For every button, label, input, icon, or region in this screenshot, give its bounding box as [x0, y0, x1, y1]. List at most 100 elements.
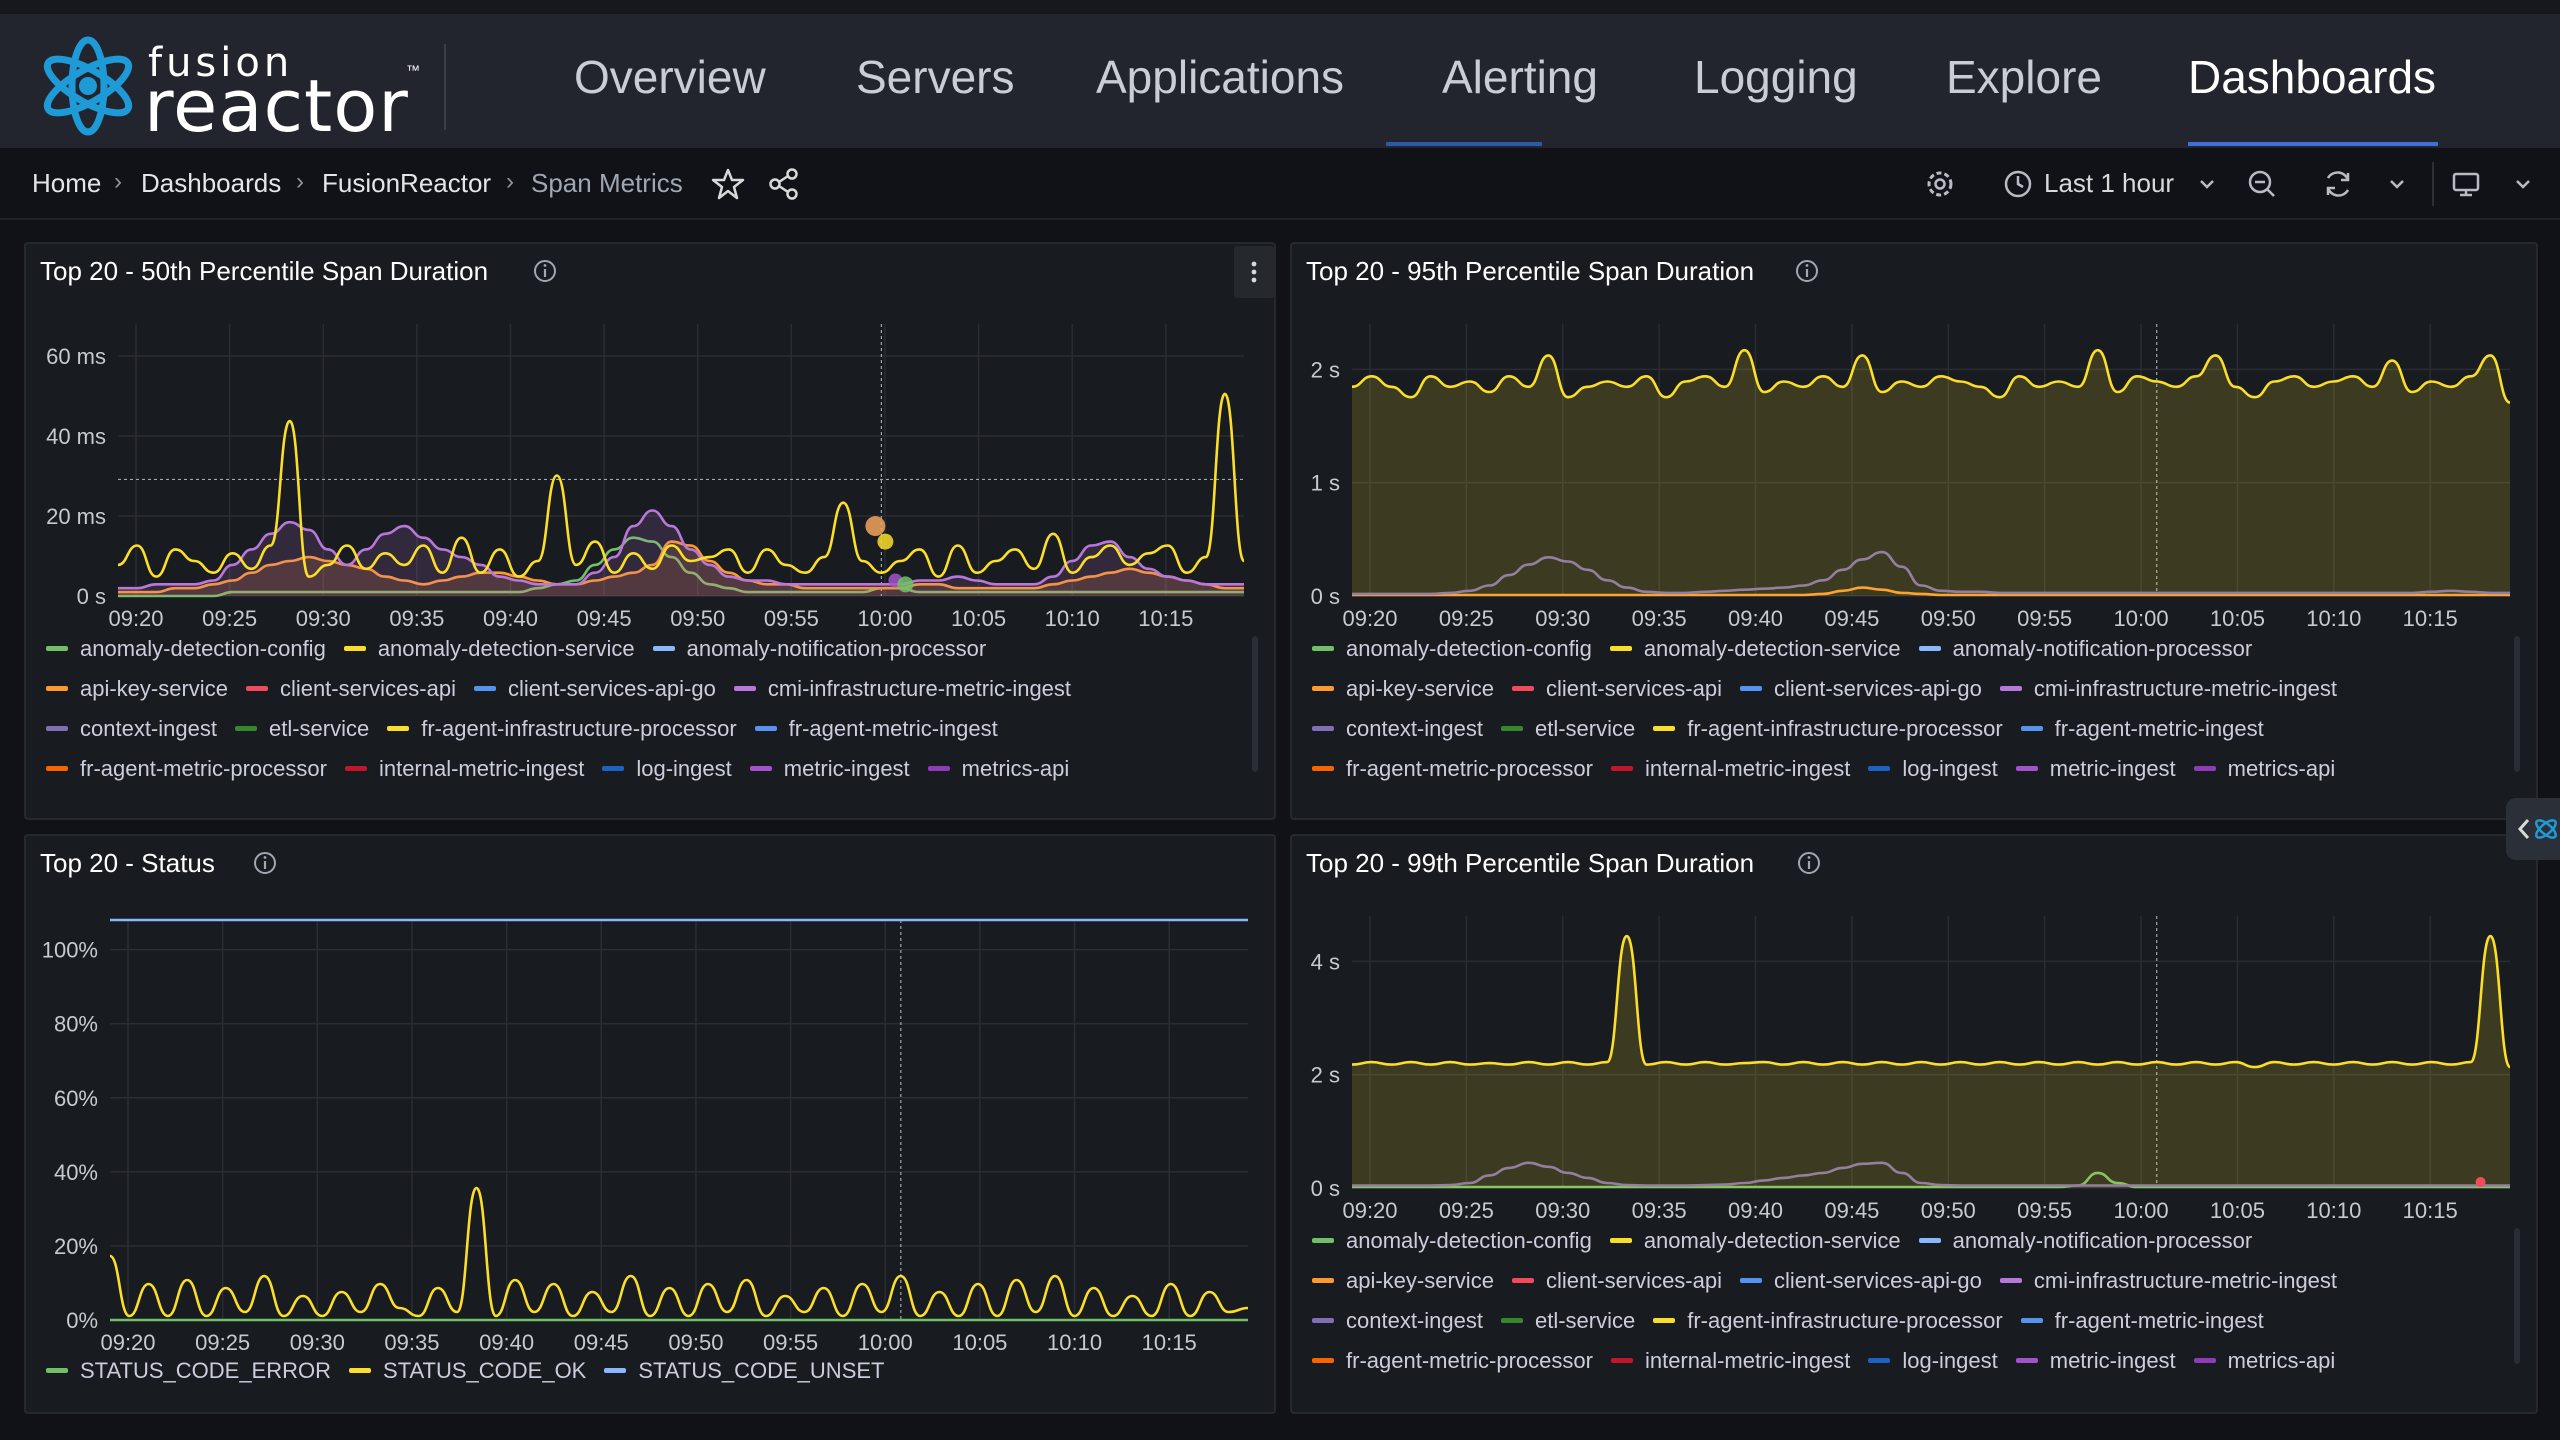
legend-item[interactable]: etl-service — [234, 716, 369, 742]
legend-item[interactable]: anomaly-notification-processor — [652, 636, 986, 662]
legend-item[interactable]: internal-metric-ingest — [1610, 1348, 1850, 1374]
legend-row: fr-agent-metric-processor internal-metric… — [46, 756, 1089, 796]
fusionreactor-logo[interactable]: fusion reactor ™ — [36, 22, 436, 148]
legend-swatch — [234, 725, 257, 731]
legend-item[interactable]: api-key-service — [1312, 1268, 1494, 1294]
legend-item[interactable]: fr-agent-metric-ingest — [2020, 1308, 2264, 1334]
legend-item[interactable]: fr-agent-metric-processor — [1312, 1348, 1593, 1374]
view-mode-chevron-icon[interactable] — [2508, 164, 2538, 204]
assistant-side-tab[interactable] — [2506, 798, 2560, 860]
chart-plot[interactable]: 09:20 09:25 09:30 09:35 09:40 09:45 09:50 09:55… — [1292, 836, 2540, 1236]
legend-item[interactable]: fr-agent-infrastructure-processor — [1653, 1308, 2003, 1334]
info-icon[interactable] — [1796, 850, 1822, 876]
info-icon[interactable] — [532, 258, 558, 284]
x-tick-label: 09:35 — [384, 1330, 439, 1355]
info-icon[interactable] — [1794, 258, 1820, 284]
breadcrumb-home[interactable]: Home — [32, 168, 102, 198]
legend-item[interactable]: metric-ingest — [2015, 1348, 2176, 1374]
zoom-out-icon[interactable] — [2242, 164, 2282, 204]
x-tick-label: 10:00 — [2114, 1198, 2169, 1223]
legend-item[interactable]: client-services-api — [1511, 1268, 1722, 1294]
legend-scrollbar[interactable] — [2514, 636, 2520, 772]
time-range-picker[interactable]: Last 1 hour — [1996, 148, 2222, 220]
chart-plot[interactable]: 09:20 09:25 09:30 09:35 09:40 09:45 09:50 09:55… — [26, 836, 1278, 1372]
legend-item[interactable]: api-key-service — [46, 676, 228, 702]
breadcrumb-fusionreactor[interactable]: FusionReactor — [322, 168, 492, 198]
legend-item[interactable]: client-services-api — [245, 676, 456, 702]
nav-applications[interactable]: Applications — [1096, 51, 1345, 103]
legend-item[interactable]: internal-metric-ingest — [1610, 756, 1850, 782]
legend-item[interactable]: api-key-service — [1312, 676, 1494, 702]
legend-item[interactable]: anomaly-notification-processor — [1918, 636, 2252, 662]
nav-hover-underline — [1386, 142, 1542, 146]
legend-swatch — [1500, 1317, 1523, 1323]
nav-active-underline — [2188, 142, 2438, 146]
legend-item[interactable]: log-ingest — [1868, 756, 1998, 782]
share-icon[interactable] — [764, 164, 804, 204]
legend-item[interactable]: log-ingest — [1868, 1348, 1998, 1374]
legend-item[interactable]: fr-agent-metric-processor — [1312, 756, 1593, 782]
legend-item[interactable]: client-services-api-go — [1740, 1268, 1982, 1294]
legend-swatch — [1610, 765, 1633, 771]
legend-item[interactable]: log-ingest — [602, 756, 732, 782]
info-icon[interactable] — [252, 850, 278, 876]
nav-logging[interactable]: Logging — [1694, 51, 1858, 103]
legend-item[interactable]: STATUS_CODE_ERROR — [46, 1358, 331, 1384]
legend-item[interactable]: anomaly-notification-processor — [1918, 1228, 2252, 1254]
legend-item[interactable]: anomaly-detection-config — [46, 636, 326, 662]
legend-item[interactable]: etl-service — [1500, 1308, 1635, 1334]
nav-overview[interactable]: Overview — [574, 51, 766, 103]
legend-item[interactable]: metrics-api — [2193, 1348, 2335, 1374]
legend-item[interactable]: etl-service — [1500, 716, 1635, 742]
chart-plot[interactable]: 09:20 09:25 09:30 09:35 09:40 09:45 09:50 09:55… — [26, 244, 1278, 644]
legend-item[interactable]: anomaly-detection-service — [1609, 636, 1901, 662]
legend-item[interactable]: metric-ingest — [749, 756, 910, 782]
legend-scrollbar[interactable] — [2514, 1228, 2520, 1364]
legend-row: anomaly-detection-config anomaly-detectio… — [1312, 636, 2355, 676]
gear-icon[interactable] — [1920, 164, 1960, 204]
legend-swatch — [1610, 1357, 1633, 1363]
legend-item[interactable]: anomaly-detection-config — [1312, 1228, 1592, 1254]
legend-scrollbar[interactable] — [1252, 636, 1258, 772]
legend-item[interactable]: metric-ingest — [2015, 756, 2176, 782]
legend-item[interactable]: fr-agent-infrastructure-processor — [387, 716, 737, 742]
legend-item[interactable]: cmi-infrastructure-metric-ingest — [733, 676, 1071, 702]
refresh-icon[interactable] — [2318, 164, 2358, 204]
legend-label: metric-ingest — [2049, 756, 2176, 781]
legend-item[interactable]: fr-agent-metric-ingest — [2020, 716, 2264, 742]
legend-item[interactable]: fr-agent-infrastructure-processor — [1653, 716, 2003, 742]
nav-servers[interactable]: Servers — [856, 51, 1015, 103]
legend-item[interactable]: anomaly-detection-config — [1312, 636, 1592, 662]
legend-label: log-ingest — [1902, 756, 1998, 781]
legend-item[interactable]: internal-metric-ingest — [344, 756, 584, 782]
nav-explore[interactable]: Explore — [1946, 51, 2102, 103]
legend-item[interactable]: cmi-infrastructure-metric-ingest — [1999, 1268, 2337, 1294]
legend-item[interactable]: fr-agent-metric-processor — [46, 756, 327, 782]
legend-row: fr-agent-metric-processor internal-metric… — [1312, 1348, 2355, 1388]
refresh-interval-chevron-icon[interactable] — [2382, 164, 2412, 204]
legend-item[interactable]: fr-agent-metric-ingest — [754, 716, 998, 742]
nav-alerting[interactable]: Alerting — [1442, 51, 1598, 103]
chart-legend: STATUS_CODE_ERROR STATUS_CODE_OK STATUS_CO… — [46, 1358, 902, 1398]
legend-item[interactable]: context-ingest — [1312, 1308, 1483, 1334]
monitor-icon[interactable] — [2446, 164, 2486, 204]
legend-item[interactable]: anomaly-detection-service — [1609, 1228, 1901, 1254]
star-icon[interactable] — [708, 164, 748, 204]
legend-item[interactable]: client-services-api — [1511, 676, 1722, 702]
chart-plot[interactable]: 09:20 09:25 09:30 09:35 09:40 09:45 09:50 09:55… — [1292, 244, 2540, 644]
legend-item[interactable]: context-ingest — [46, 716, 217, 742]
legend-item[interactable]: client-services-api-go — [1740, 676, 1982, 702]
legend-item[interactable]: STATUS_CODE_UNSET — [604, 1358, 884, 1384]
legend-item[interactable]: metrics-api — [927, 756, 1069, 782]
legend-item[interactable]: anomaly-detection-service — [343, 636, 635, 662]
legend-item[interactable]: context-ingest — [1312, 716, 1483, 742]
legend-item[interactable]: client-services-api-go — [474, 676, 716, 702]
panel-menu-button[interactable] — [1234, 246, 1274, 298]
legend-item[interactable]: cmi-infrastructure-metric-ingest — [1999, 676, 2337, 702]
nav-dashboards[interactable]: Dashboards — [2188, 51, 2437, 103]
breadcrumb-dashboards[interactable]: Dashboards — [141, 168, 282, 198]
y-tick-label: 80% — [54, 1012, 98, 1037]
legend-item[interactable]: STATUS_CODE_OK — [349, 1358, 586, 1384]
legend-item[interactable]: metrics-api — [2193, 756, 2335, 782]
legend-label: log-ingest — [1902, 1348, 1998, 1373]
